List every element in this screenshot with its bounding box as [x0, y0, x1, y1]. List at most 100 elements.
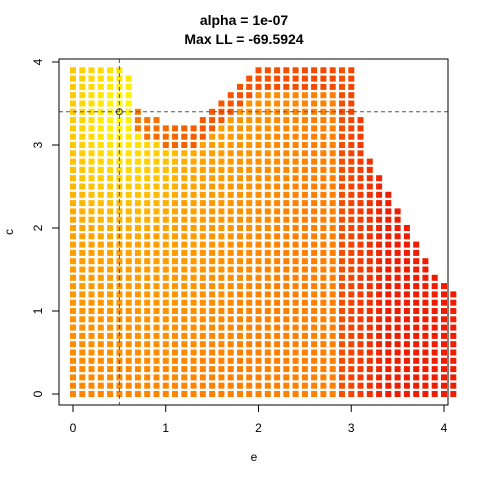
heatmap-cell — [227, 316, 234, 323]
heatmap-cell — [172, 183, 178, 190]
heatmap-cell — [301, 166, 308, 173]
heatmap-cell — [385, 200, 392, 207]
heatmap-cell — [329, 233, 336, 240]
heatmap-cell — [274, 274, 281, 281]
heatmap-cell — [181, 291, 188, 298]
heatmap-cell — [181, 374, 188, 381]
heatmap-cell — [107, 241, 114, 248]
heatmap-cell — [107, 100, 114, 107]
heatmap-cell — [264, 108, 271, 115]
heatmap-cell — [116, 208, 123, 215]
heatmap-cell — [172, 274, 178, 281]
heatmap-cell — [348, 341, 355, 348]
heatmap-cell — [79, 391, 86, 397]
heatmap-cell — [403, 308, 410, 314]
heatmap-cell — [144, 200, 151, 207]
heatmap-cell — [329, 225, 336, 231]
heatmap-cell — [255, 357, 262, 364]
heatmap-cell — [357, 175, 364, 182]
heatmap-cell — [422, 341, 429, 348]
heatmap-cell — [413, 241, 420, 248]
heatmap-cell — [237, 216, 243, 223]
heatmap-cell — [339, 225, 345, 231]
heatmap-cell — [162, 166, 169, 173]
heatmap-cell — [181, 258, 188, 265]
heatmap-cell — [348, 283, 355, 290]
heatmap-cell — [311, 75, 318, 82]
heatmap-cell — [348, 200, 355, 207]
heatmap-cell — [301, 67, 308, 74]
heatmap-cell — [292, 100, 299, 107]
heatmap-cell — [301, 357, 308, 364]
heatmap-cell — [88, 158, 95, 165]
heatmap-cell — [153, 324, 160, 331]
heatmap-cell — [431, 283, 438, 290]
heatmap-cell — [366, 175, 373, 182]
heatmap-cell — [264, 150, 271, 157]
heatmap-cell — [385, 324, 392, 331]
heatmap-cell — [394, 366, 401, 373]
heatmap-cell — [70, 142, 76, 148]
heatmap-cell — [255, 283, 262, 290]
heatmap-cell — [320, 266, 327, 273]
heatmap-cell — [366, 332, 373, 339]
heatmap-cell — [246, 324, 253, 331]
heatmap-cell — [348, 291, 355, 298]
heatmap-cell — [283, 316, 290, 323]
heatmap-cell — [97, 75, 104, 82]
heatmap-cell — [274, 191, 281, 198]
heatmap-cell — [264, 216, 271, 223]
heatmap-cell — [357, 332, 364, 339]
heatmap-cell — [422, 332, 429, 339]
heatmap-cell — [134, 391, 141, 397]
heatmap-cell — [255, 233, 262, 240]
heatmap-cell — [255, 391, 262, 397]
heatmap-cell — [237, 349, 243, 356]
heatmap-cell — [246, 191, 253, 198]
heatmap-cell — [385, 341, 392, 348]
heatmap-cell — [292, 175, 299, 182]
heatmap-cell — [255, 225, 262, 231]
heatmap-cell — [153, 316, 160, 323]
heatmap-cell — [237, 374, 243, 381]
heatmap-cell — [320, 208, 327, 215]
heatmap-cell — [218, 183, 225, 190]
heatmap-cell — [125, 324, 132, 331]
heatmap-cell — [107, 357, 114, 364]
heatmap-cell — [329, 332, 336, 339]
heatmap-cell — [283, 274, 290, 281]
heatmap-cell — [88, 291, 95, 298]
heatmap-cell — [227, 166, 234, 173]
max-point-marker — [115, 108, 123, 116]
heatmap-cell — [70, 283, 76, 290]
heatmap-cell — [153, 208, 160, 215]
heatmap-cell — [172, 233, 178, 240]
heatmap-cell — [181, 225, 188, 231]
heatmap-cell — [292, 349, 299, 356]
heatmap-cell — [199, 258, 206, 265]
heatmap-cell — [227, 283, 234, 290]
heatmap-cell — [209, 299, 216, 306]
heatmap-cell — [413, 291, 420, 298]
heatmap-cell — [246, 382, 253, 389]
heatmap-cell — [339, 274, 345, 281]
heatmap-cell — [264, 67, 271, 74]
heatmap-cell — [181, 133, 188, 140]
heatmap-cell — [274, 283, 281, 290]
heatmap-cell — [125, 108, 132, 115]
heatmap-cell — [199, 175, 206, 182]
heatmap-cell — [376, 216, 383, 223]
heatmap-cell — [320, 366, 327, 373]
heatmap-cell — [227, 349, 234, 356]
heatmap-cell — [181, 249, 188, 256]
heatmap-cell — [274, 366, 281, 373]
heatmap-cell — [255, 117, 262, 124]
heatmap-cell — [274, 266, 281, 273]
heatmap-cell — [366, 349, 373, 356]
heatmap-cell — [431, 291, 438, 298]
heatmap-cell — [366, 241, 373, 248]
heatmap-cell — [199, 241, 206, 248]
heatmap-cell — [162, 225, 169, 231]
heatmap-cell — [162, 274, 169, 281]
heatmap-cell — [441, 299, 447, 306]
